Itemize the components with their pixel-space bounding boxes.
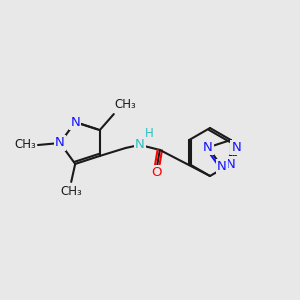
- Text: N: N: [231, 141, 241, 154]
- Text: CH₃: CH₃: [115, 98, 136, 111]
- Text: CH₃: CH₃: [14, 139, 36, 152]
- Text: N: N: [70, 116, 80, 129]
- Text: N: N: [135, 138, 145, 152]
- Text: CH₃: CH₃: [60, 185, 82, 198]
- Text: N: N: [226, 158, 236, 170]
- Text: O: O: [152, 167, 162, 179]
- Text: N: N: [203, 141, 213, 154]
- Text: H: H: [145, 127, 154, 140]
- Text: N: N: [55, 136, 65, 149]
- Text: N: N: [217, 160, 227, 173]
